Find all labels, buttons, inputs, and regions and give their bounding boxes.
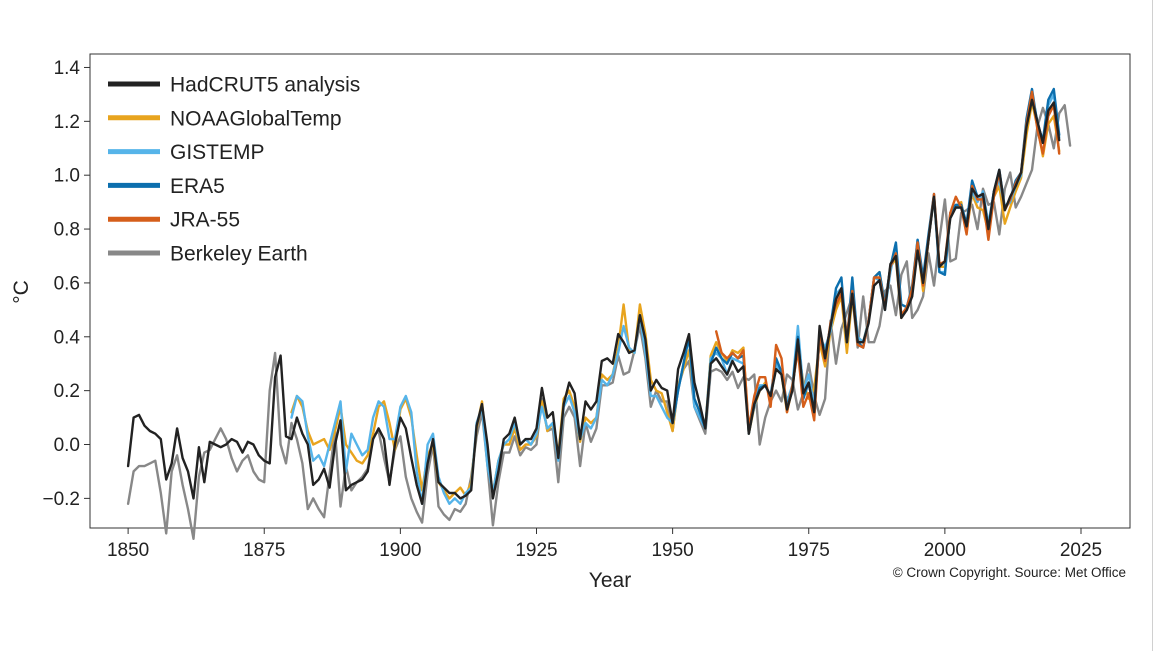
legend-label-noaaglobaltemp: NOAAGlobalTemp	[170, 107, 342, 130]
legend: HadCRUT5 analysis NOAAGlobalTemp GISTEMP ER…	[108, 74, 360, 266]
legend-label-jra-55: JRA-55	[170, 209, 240, 232]
y-tick-label: 0.8	[54, 220, 80, 241]
plot-frame	[89, 53, 1131, 529]
x-tick-label: 1850	[107, 540, 149, 561]
series-group	[126, 87, 1072, 540]
series-line-jra-55	[715, 90, 1061, 430]
x-tick-label: 1950	[651, 540, 693, 561]
y-tick-label: 1.2	[54, 112, 80, 133]
series-line-era5	[671, 87, 1061, 435]
legend-label-hadcrut5-analysis: HadCRUT5 analysis	[170, 74, 360, 97]
axes-group: 1850 1875 1900 1925 1950 1975 2000 2025 −0.2 0.0 0…	[42, 53, 1131, 561]
y-tick-label: 0.2	[54, 381, 80, 402]
x-tick-label: 1875	[243, 540, 285, 561]
legend-label-era5: ERA5	[170, 175, 225, 198]
legend-label-gistemp: GISTEMP	[170, 141, 265, 164]
y-tick-label: 1.4	[54, 58, 81, 79]
x-tick-label: 1925	[515, 540, 557, 561]
y-tick-label: 1.0	[54, 166, 80, 187]
series-line-berkeley-earth	[126, 103, 1072, 540]
y-tick-label: 0.6	[54, 273, 80, 294]
source-credit: © Crown Copyright. Source: Met Office	[893, 565, 1126, 580]
legend-label-berkeley-earth: Berkeley Earth	[170, 243, 308, 266]
x-tick-label: 1975	[788, 540, 830, 561]
series-line-gistemp	[290, 93, 1061, 505]
y-tick-label: 0.0	[54, 435, 80, 456]
series-line-hadcrut5-analysis	[126, 98, 1061, 505]
page-edge-divider	[1152, 0, 1153, 651]
y-axis-title: °C	[10, 280, 33, 304]
y-tick-label: 0.4	[54, 327, 81, 348]
x-tick-label: 1900	[379, 540, 421, 561]
x-axis-title: Year	[589, 569, 631, 592]
x-tick-label: 2000	[924, 540, 966, 561]
x-tick-label: 2025	[1060, 540, 1102, 561]
y-tick-label: −0.2	[42, 489, 80, 510]
